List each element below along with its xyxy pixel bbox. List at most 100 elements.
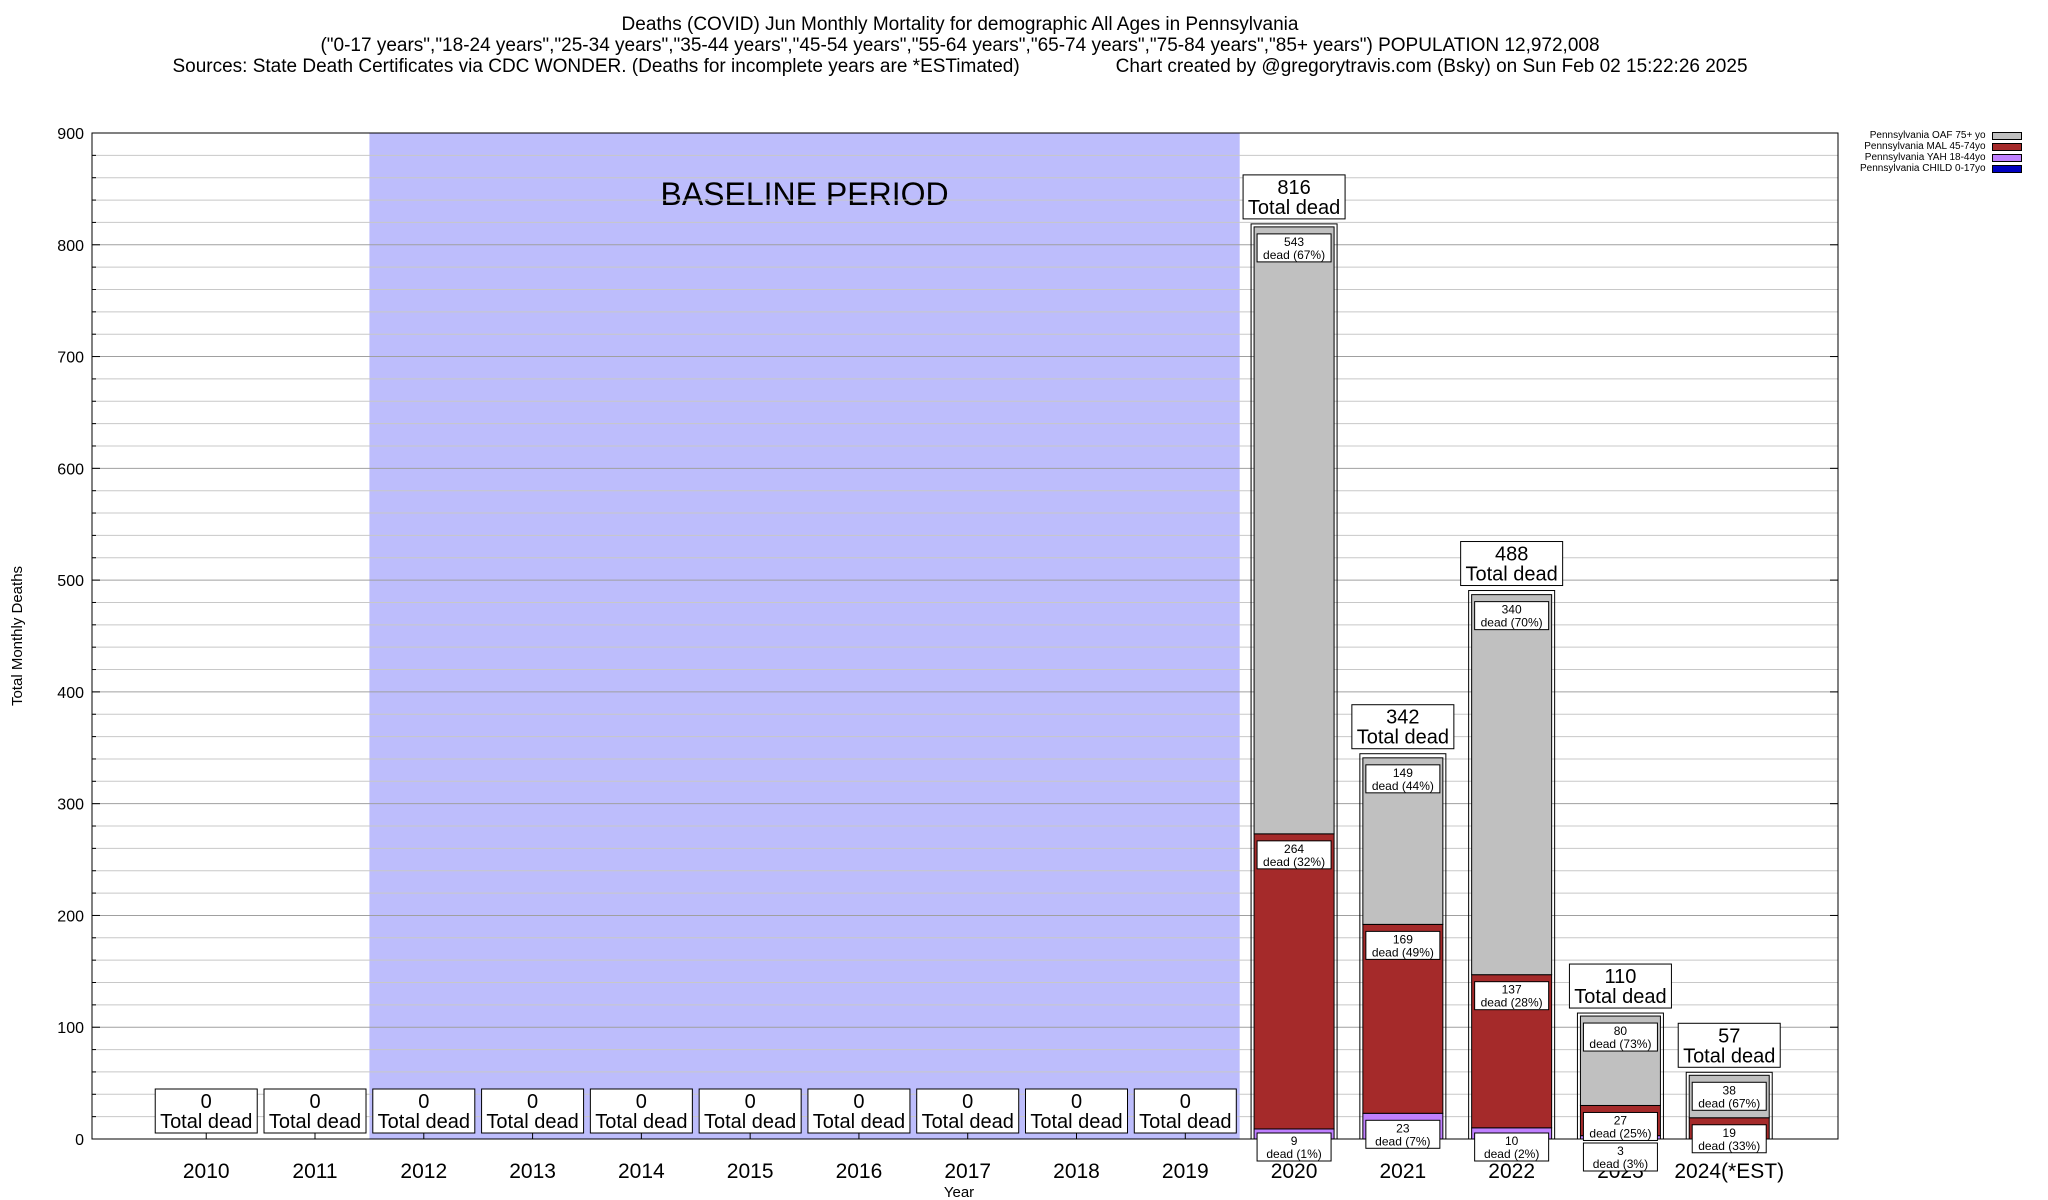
total-dead-label: Total dead — [1139, 1111, 1231, 1133]
segment-percent-label: dead (70%) — [1481, 616, 1543, 630]
segment-value-label: 340 — [1502, 603, 1522, 617]
segment-label-box — [1474, 601, 1550, 631]
segment-percent-label: dead (67%) — [1698, 1096, 1760, 1110]
legend-entry-mal: Pennsylvania MAL 45-74yo — [1860, 141, 2022, 152]
total-value-label: 0 — [636, 1091, 647, 1113]
legend-entry-child: Pennsylvania CHILD 0-17yo — [1860, 163, 2022, 174]
total-value-label: 57 — [1718, 1025, 1740, 1047]
legend-label: Pennsylvania CHILD 0-17yo — [1860, 163, 1986, 174]
segment-percent-label: dead (7%) — [1375, 1134, 1430, 1148]
x-axis-label: Year — [944, 1184, 974, 1200]
total-dead-label: Total dead — [813, 1111, 905, 1133]
plot-frame — [91, 132, 1839, 1140]
x-tick-label: 2022 — [1488, 1160, 1535, 1183]
segment-value-label: 23 — [1396, 1121, 1410, 1135]
legend-label: Pennsylvania YAH 18-44yo — [1864, 152, 1986, 163]
total-label-box — [1460, 541, 1564, 587]
x-tick-label: 2013 — [509, 1160, 556, 1183]
segment-label-box — [1474, 1132, 1550, 1162]
y-tick-label: 100 — [57, 1020, 84, 1037]
legend-label: Pennsylvania MAL 45-74yo — [1864, 141, 1986, 152]
total-label-box — [916, 1088, 1020, 1134]
bar-segment — [1471, 594, 1553, 976]
segment-value-label: 38 — [1723, 1083, 1737, 1097]
total-dead-label: Total dead — [160, 1111, 252, 1133]
segment-value-label: 137 — [1502, 983, 1522, 997]
total-value-label: 0 — [1071, 1091, 1082, 1113]
segment-label-box — [1582, 1111, 1658, 1141]
segment-label-box — [1256, 1132, 1332, 1162]
total-value-label: 0 — [418, 1091, 429, 1113]
total-label-box — [1568, 963, 1672, 1009]
segment-percent-label: dead (67%) — [1263, 248, 1325, 262]
y-tick-label: 500 — [57, 573, 84, 590]
segment-label-box — [1691, 1124, 1767, 1154]
segment-label-box — [1365, 764, 1441, 794]
x-tick-label: 2016 — [836, 1160, 883, 1183]
total-value-label: 0 — [1180, 1091, 1191, 1113]
segment-value-label: 3 — [1617, 1144, 1624, 1158]
total-label-box — [1351, 704, 1455, 750]
x-tick-label: 2018 — [1053, 1160, 1100, 1183]
y-tick-label: 300 — [57, 797, 84, 814]
chart-sources: Sources: State Death Certificates via CD… — [172, 56, 1020, 77]
legend-swatch — [1991, 164, 2022, 173]
baseline-period-label: BASELINE PERIOD — [660, 176, 948, 212]
x-tick-label: 2012 — [400, 1160, 447, 1183]
segment-label-box — [1691, 1081, 1767, 1111]
segment-value-label: 80 — [1614, 1024, 1628, 1038]
total-value-label: 0 — [201, 1091, 212, 1113]
segment-value-label: 27 — [1614, 1113, 1628, 1127]
y-tick-label: 200 — [57, 908, 84, 925]
segment-percent-label: dead (28%) — [1481, 996, 1543, 1010]
total-value-label: 0 — [853, 1091, 864, 1113]
segment-label-box — [1365, 1119, 1441, 1149]
segment-percent-label: dead (1%) — [1266, 1147, 1321, 1161]
total-value-label: 110 — [1604, 966, 1636, 988]
segment-value-label: 543 — [1284, 235, 1304, 249]
segment-percent-label: dead (33%) — [1698, 1139, 1760, 1153]
segment-value-label: 19 — [1723, 1126, 1737, 1140]
total-label-box — [698, 1088, 802, 1134]
y-tick-label: 600 — [57, 461, 84, 478]
segment-value-label: 9 — [1291, 1134, 1298, 1148]
x-tick-label: 2015 — [727, 1160, 774, 1183]
y-tick-label: 800 — [57, 238, 84, 255]
total-label-box — [1242, 174, 1346, 220]
x-tick-label: 2019 — [1162, 1160, 1209, 1183]
baseline-period-band — [369, 133, 1240, 1139]
segment-percent-label: dead (44%) — [1372, 779, 1434, 793]
x-tick-label: 2017 — [944, 1160, 991, 1183]
x-tick-label: 2021 — [1380, 1160, 1427, 1183]
total-dead-label: Total dead — [1030, 1111, 1122, 1133]
total-label-box — [589, 1088, 693, 1134]
total-value-label: 0 — [745, 1091, 756, 1113]
chart-subtitle: ("0-17 years","18-24 years","25-34 years… — [320, 35, 1600, 56]
total-dead-label: Total dead — [269, 1111, 361, 1133]
y-axis-label: Total Monthly Deaths — [9, 566, 26, 706]
total-value-label: 816 — [1277, 177, 1310, 199]
segment-percent-label: dead (49%) — [1372, 945, 1434, 959]
segment-percent-label: dead (73%) — [1589, 1037, 1651, 1051]
total-value-label: 0 — [962, 1091, 973, 1113]
total-label-box — [154, 1088, 258, 1134]
legend-swatch — [1991, 131, 2022, 140]
total-label-box — [1133, 1088, 1237, 1134]
y-tick-label: 900 — [57, 126, 84, 143]
segment-percent-label: dead (2%) — [1484, 1147, 1539, 1161]
segment-percent-label: dead (25%) — [1589, 1126, 1651, 1140]
segment-label-box — [1582, 1022, 1658, 1052]
segment-value-label: 149 — [1393, 766, 1413, 780]
segment-percent-label: dead (3%) — [1593, 1157, 1648, 1171]
chart-legend: Pennsylvania OAF 75+ yo Pennsylvania MAL… — [1860, 130, 2022, 174]
total-value-label: 342 — [1386, 707, 1419, 729]
segment-label-box — [1256, 840, 1332, 870]
chart-sources-line: Sources: State Death Certificates via CD… — [0, 56, 1920, 77]
total-dead-label: Total dead — [704, 1111, 796, 1133]
legend-swatch — [1991, 142, 2022, 151]
total-dead-label: Total dead — [922, 1111, 1014, 1133]
chart-credit: Chart created by @gregorytravis.com (Bsk… — [1115, 56, 1748, 77]
y-tick-label: 0 — [75, 1132, 84, 1149]
segment-value-label: 10 — [1505, 1134, 1519, 1148]
x-tick-label: 2020 — [1271, 1160, 1318, 1183]
